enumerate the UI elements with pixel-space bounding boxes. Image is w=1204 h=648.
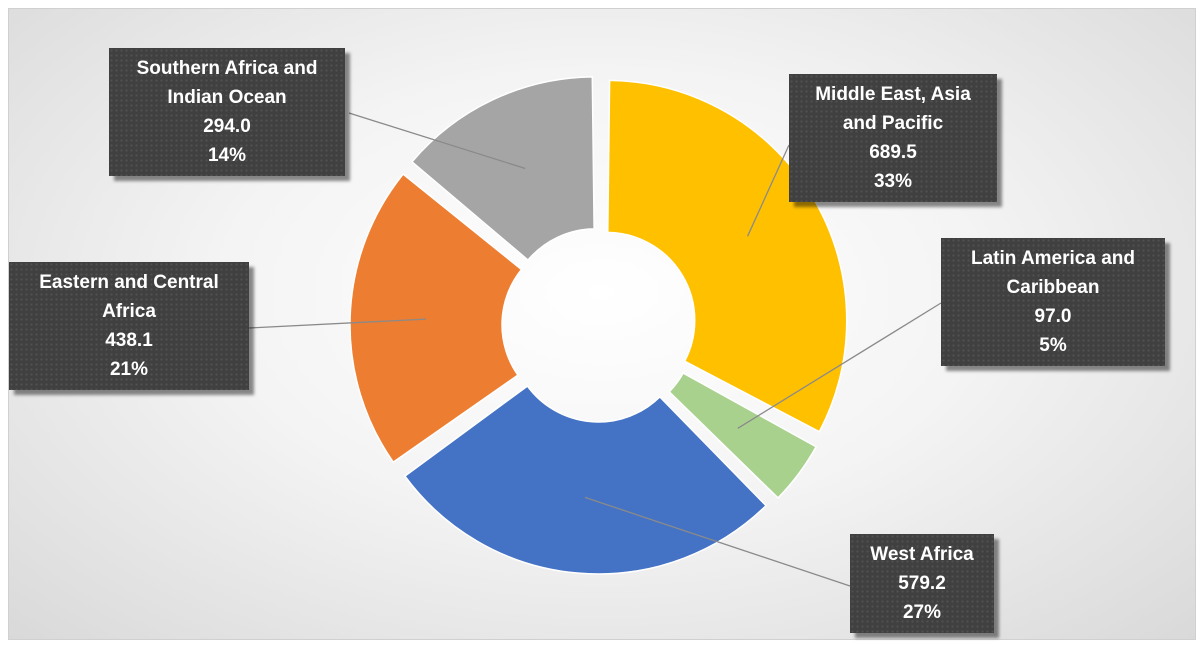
data-label-percent: 14% — [207, 145, 247, 166]
data-label-southern-africa-indian-ocean: Southern Africa and Indian Ocean 294.0 1… — [109, 48, 345, 176]
data-label-value: 438.1 — [105, 330, 153, 351]
leader-lines — [248, 112, 942, 587]
data-label-category: Southern Africa and Indian Ocean — [136, 58, 318, 108]
data-label-category: Middle East, Asia and Pacific — [815, 84, 971, 134]
doughnut-chart — [248, 76, 942, 587]
doughnut-slices — [349, 76, 848, 575]
data-label-percent: 21% — [109, 359, 149, 380]
leader-line-middle-east-asia-pacific — [746, 144, 790, 237]
leader-line-eastern-central-africa — [248, 318, 427, 329]
leader-line-southern-africa-indian-ocean — [348, 112, 526, 170]
leader-line-latin-america-caribbean — [737, 302, 942, 429]
data-label-west-africa: West Africa 579.2 27% — [850, 534, 994, 633]
data-label-percent: 27% — [902, 602, 942, 623]
data-label-value: 579.2 — [898, 573, 946, 594]
slice-eastern-central-africa — [349, 173, 523, 464]
data-label-category: Latin America and Caribbean — [970, 248, 1135, 298]
slice-southern-africa-indian-ocean — [410, 76, 595, 262]
data-label-category: Eastern and Central Africa — [39, 272, 219, 322]
data-label-eastern-central-africa: Eastern and Central Africa 438.1 21% — [9, 262, 249, 390]
leader-line-west-africa — [584, 496, 851, 587]
slice-middle-east-asia-pacific — [607, 79, 848, 433]
slice-west-africa — [403, 385, 768, 575]
data-label-latin-america-caribbean: Latin America and Caribbean 97.0 5% — [941, 238, 1165, 366]
data-label-value: 97.0 — [1034, 306, 1072, 327]
slice-latin-america-caribbean — [668, 372, 818, 499]
data-label-percent: 5% — [1039, 335, 1067, 356]
data-label-percent: 33% — [873, 171, 913, 192]
data-label-value: 294.0 — [203, 116, 251, 137]
data-label-middle-east-asia-pacific: Middle East, Asia and Pacific 689.5 33% — [789, 74, 997, 202]
data-label-value: 689.5 — [869, 142, 917, 163]
chart-area: Middle East, Asia and Pacific 689.5 33% … — [8, 8, 1196, 640]
data-label-category: West Africa — [870, 544, 974, 565]
